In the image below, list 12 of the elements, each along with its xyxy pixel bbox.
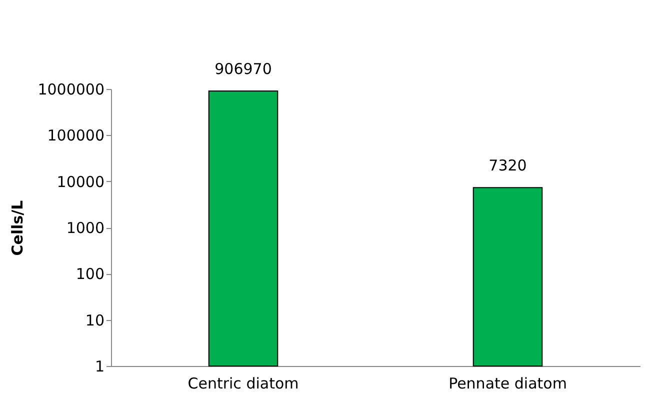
- y-tick-label: 10000: [56, 172, 104, 191]
- y-tick-label: 1: [94, 358, 104, 376]
- data-label: 7320: [488, 156, 527, 175]
- y-tick-label: 1000: [66, 219, 104, 237]
- x-tick-label: Centric diatom: [188, 374, 299, 392]
- y-tick-label: 100: [76, 265, 104, 284]
- y-tick-label: 10: [85, 311, 104, 330]
- y-tick-label: 1000000: [38, 80, 104, 98]
- x-tick-label: Pennate diatom: [448, 374, 567, 392]
- data-label: 906970: [214, 60, 272, 78]
- y-tick-label: 100000: [47, 126, 104, 145]
- y-axis-title: Cells/L: [8, 200, 27, 256]
